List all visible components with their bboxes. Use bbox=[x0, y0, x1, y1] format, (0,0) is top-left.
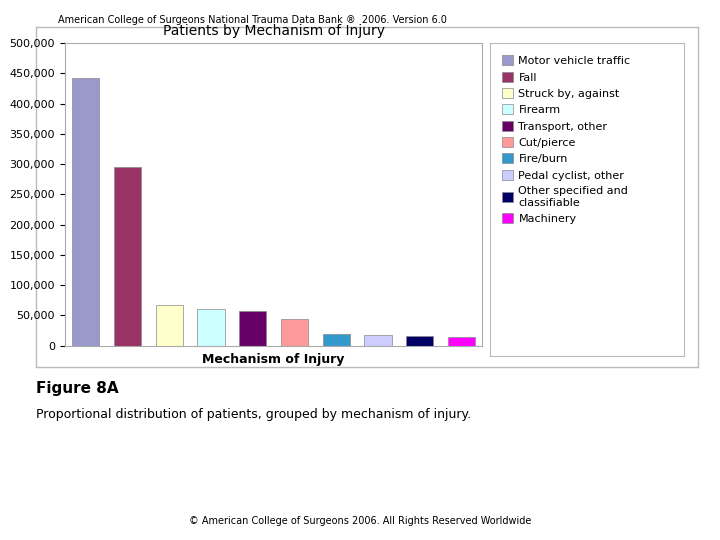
Bar bbox=[239, 310, 266, 346]
Y-axis label: Number of Patients: Number of Patients bbox=[0, 126, 4, 262]
Text: Figure 8A: Figure 8A bbox=[36, 381, 119, 396]
Text: © American College of Surgeons 2006. All Rights Reserved Worldwide: © American College of Surgeons 2006. All… bbox=[189, 516, 531, 526]
Text: Proportional distribution of patients, grouped by mechanism of injury.: Proportional distribution of patients, g… bbox=[36, 408, 471, 421]
Bar bbox=[197, 309, 225, 346]
Bar bbox=[406, 336, 433, 346]
Title: Patients by Mechanism of Injury: Patients by Mechanism of Injury bbox=[163, 24, 384, 38]
Bar bbox=[114, 167, 141, 346]
Bar bbox=[72, 78, 99, 346]
Legend: Motor vehicle traffic, Fall, Struck by, against, Firearm, Transport, other, Cut/: Motor vehicle traffic, Fall, Struck by, … bbox=[495, 49, 637, 231]
Text: American College of Surgeons National Trauma Data Bank ®  2006. Version 6.0: American College of Surgeons National Tr… bbox=[58, 15, 446, 25]
Bar bbox=[156, 305, 183, 346]
Bar bbox=[364, 335, 392, 346]
Bar bbox=[281, 319, 308, 346]
Bar bbox=[448, 337, 475, 346]
Bar bbox=[323, 334, 350, 346]
X-axis label: Mechanism of Injury: Mechanism of Injury bbox=[202, 353, 345, 366]
